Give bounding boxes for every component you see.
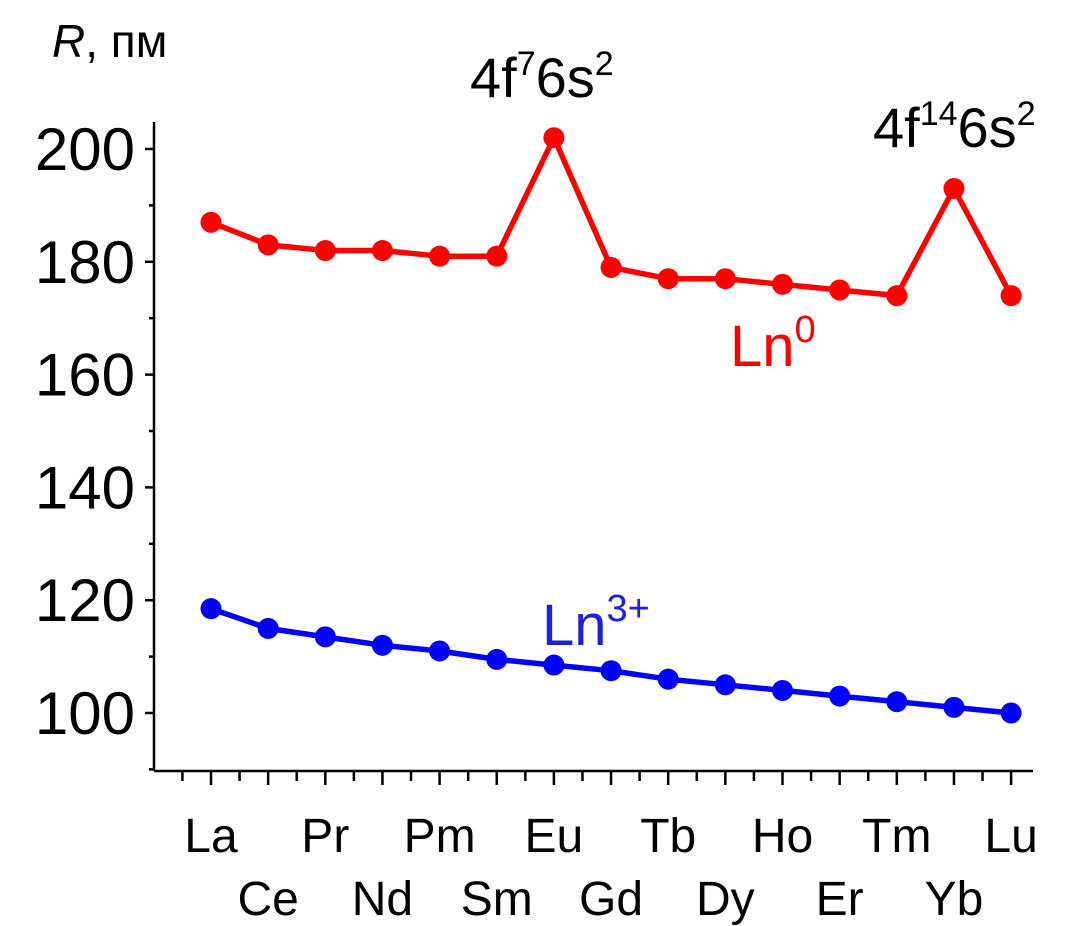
annotation-yb-config: 4f146s2 [873, 95, 1036, 159]
data-point [657, 268, 679, 290]
x-tick-label: Dy [696, 873, 755, 926]
annotation-eu-config: 4f76s2 [470, 45, 614, 109]
y-axis-ticks: 100 120 140 160 180 200 [35, 116, 154, 771]
x-tick-label: Pm [404, 810, 476, 863]
x-tick-label: Pr [301, 810, 349, 863]
data-point [772, 273, 793, 295]
y-tick-label: 100 [35, 680, 135, 747]
x-tick-label: Er [816, 873, 864, 926]
data-point [429, 640, 451, 662]
data-point [429, 245, 451, 267]
x-tick-label: Ho [752, 810, 813, 863]
series-label-ln3plus: Ln3+ [542, 588, 650, 658]
data-point [886, 285, 908, 307]
data-point [943, 696, 965, 718]
axes [152, 122, 1033, 773]
data-point [1000, 702, 1022, 724]
data-point [886, 691, 908, 713]
data-point [257, 617, 279, 639]
y-tick-label: 120 [35, 567, 135, 634]
data-point [314, 240, 336, 262]
data-point [314, 626, 336, 648]
data-point [200, 598, 222, 620]
data-point [486, 648, 508, 670]
x-tick-label: Tm [862, 810, 931, 863]
x-tick-label: Nd [352, 873, 413, 926]
data-point [714, 674, 736, 696]
data-point [200, 211, 222, 233]
data-point [371, 634, 393, 656]
data-point [1000, 285, 1022, 307]
data-point [772, 679, 793, 701]
x-tick-label: La [184, 810, 238, 863]
y-tick-label: 200 [35, 116, 135, 183]
x-tick-label: Gd [579, 873, 643, 926]
data-point [829, 685, 851, 707]
y-axis-label: R, пм [52, 15, 167, 67]
data-point [600, 256, 622, 278]
y-tick-label: 160 [35, 342, 135, 409]
x-tick-label: Yb [925, 873, 984, 926]
data-point [486, 245, 508, 267]
series-ln0 [200, 127, 1022, 307]
y-tick-label: 180 [35, 229, 135, 296]
y-axis-symbol: R [52, 15, 85, 67]
x-tick-label: Tb [640, 810, 696, 863]
data-point [371, 240, 393, 262]
data-point [714, 268, 736, 290]
data-point [600, 660, 622, 682]
y-tick-label: 140 [35, 454, 135, 521]
x-tick-label: Lu [984, 810, 1037, 863]
data-point [943, 177, 965, 199]
series-ln3plus [200, 598, 1022, 724]
series-layer [200, 127, 1022, 724]
data-point [657, 668, 679, 690]
y-axis-unit: , пм [85, 15, 167, 67]
x-tick-label: Eu [525, 810, 584, 863]
data-point [543, 127, 565, 149]
x-tick-label: Sm [461, 873, 533, 926]
data-point [543, 654, 565, 676]
data-point [257, 234, 279, 256]
series-label-ln0: Ln0 [730, 309, 816, 379]
x-tick-label: Ce [237, 873, 298, 926]
data-point [829, 279, 851, 301]
